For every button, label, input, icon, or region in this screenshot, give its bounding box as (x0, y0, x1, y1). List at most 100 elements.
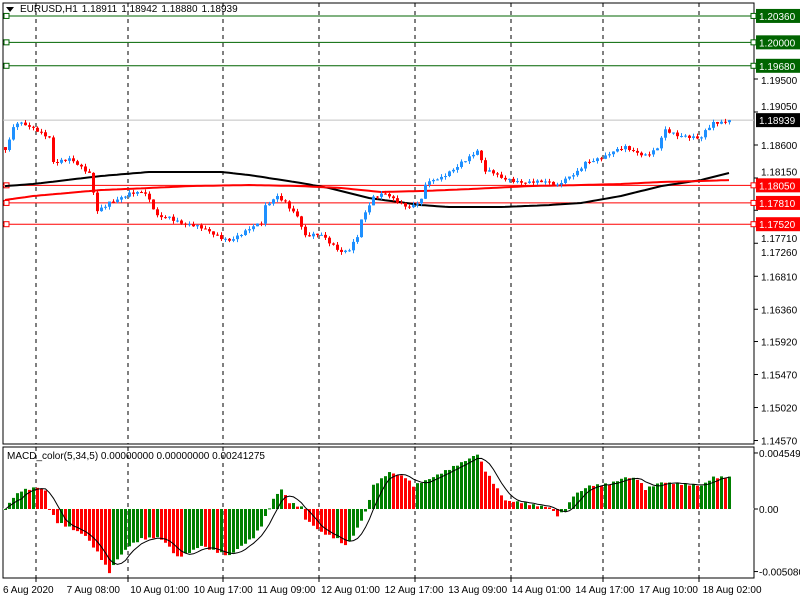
time-axis-label: 12 Aug 01:00 (321, 585, 380, 596)
bear-candle (548, 181, 551, 183)
dropdown-triangle-icon[interactable] (6, 7, 14, 12)
macd-bar-down (608, 484, 611, 509)
bull-candle (20, 122, 23, 124)
bull-candle (100, 207, 103, 212)
bull-candle (236, 235, 239, 240)
macd-bar-down (544, 506, 547, 509)
macd-bar-down (508, 500, 511, 509)
macd-bar-up (456, 465, 459, 509)
bear-candle (400, 202, 403, 204)
macd-bar-up (276, 493, 279, 509)
bear-candle (540, 180, 543, 183)
bear-candle (96, 192, 99, 212)
macd-histogram (4, 454, 731, 574)
price-axis-label: 1.16360 (761, 305, 798, 316)
macd-bar-down (396, 475, 399, 509)
bull-candle (416, 203, 419, 205)
macd-bar-down (96, 509, 99, 552)
macd-bar-up (584, 488, 587, 509)
macd-signal-line (5, 457, 730, 565)
level-price-label: 1.18050 (759, 181, 796, 192)
bull-candle (560, 183, 563, 185)
bear-candle (172, 216, 175, 221)
price-axis-label: 1.17260 (761, 248, 798, 259)
bear-candle (132, 192, 135, 194)
level-price-label: 1.19680 (759, 62, 796, 73)
bear-candle (80, 164, 83, 167)
bull-candle (660, 137, 663, 149)
macd-bar-up (632, 477, 635, 509)
macd-bar-up (712, 476, 715, 509)
bear-candle (404, 202, 407, 207)
level-price-badge (756, 217, 800, 232)
level-handle-right (750, 221, 757, 228)
bull-candle (344, 250, 347, 252)
bull-candle (536, 180, 539, 183)
price-axis-label: 1.15920 (761, 338, 798, 349)
macd-bar-up (200, 509, 203, 546)
bear-candle (52, 137, 55, 162)
macd-bar-down (716, 478, 719, 509)
bull-candle (612, 151, 615, 155)
macd-bar-down (76, 509, 79, 532)
macd-bar-up (604, 483, 607, 509)
bull-candle (8, 139, 11, 150)
ohlc-low: 1.18880 (161, 4, 198, 15)
moving-average-red (4, 179, 730, 201)
macd-bar-down (316, 509, 319, 530)
bear-candle (92, 172, 95, 193)
bull-candle (264, 205, 267, 224)
macd-bar-up (376, 483, 379, 509)
candles (4, 118, 731, 255)
macd-bar-up (460, 462, 463, 509)
macd-axis-label: 0.00 (759, 505, 779, 516)
bear-candle (76, 161, 79, 165)
bull-candle (576, 170, 579, 176)
bull-candle (656, 148, 659, 151)
bull-candle (424, 184, 427, 199)
bear-candle (24, 122, 27, 126)
bull-candle (708, 127, 711, 131)
macd-bar-up (440, 473, 443, 509)
bear-candle (48, 136, 51, 138)
time-axis-label: 12 Aug 17:00 (385, 585, 444, 596)
bull-candle (12, 127, 15, 140)
bull-candle (692, 136, 695, 138)
macd-bar-up (612, 481, 615, 509)
macd-bar-up (272, 498, 275, 509)
bear-candle (296, 211, 299, 217)
bear-candle (504, 177, 507, 180)
macd-bar-down (548, 507, 551, 509)
macd-bar-up (424, 480, 427, 509)
macd-bar-up (652, 486, 655, 509)
macd-bar-down (312, 509, 315, 526)
macd-bar-up (708, 480, 711, 509)
bull-candle (248, 229, 251, 231)
bull-candle (420, 198, 423, 204)
time-axis-label: 13 Aug 09:00 (448, 585, 507, 596)
macd-bar-down (308, 509, 311, 522)
bear-candle (408, 206, 411, 208)
bull-candle (380, 193, 383, 197)
bull-candle (276, 195, 279, 200)
macd-bar-up (388, 472, 391, 509)
macd-bar-down (108, 509, 111, 574)
macd-bar-down (592, 485, 595, 509)
bear-candle (628, 146, 631, 151)
bull-candle (472, 154, 475, 157)
macd-bar-down (56, 509, 59, 524)
macd-bar-down (628, 478, 631, 509)
bull-candle (684, 135, 687, 137)
bear-candle (304, 226, 307, 236)
macd-bar-up (236, 509, 239, 550)
macd-bar-up (252, 509, 255, 539)
bear-candle (512, 178, 515, 183)
level-price-label: 1.17520 (759, 220, 796, 231)
macd-bar-down (324, 509, 327, 535)
bull-candle (448, 171, 451, 177)
macd-bar-up (444, 470, 447, 509)
chart-header: EURUSD,H1 1.18911 1.18942 1.18880 1.1893… (6, 4, 238, 15)
bull-candle (128, 192, 131, 197)
macd-bar-up (188, 509, 191, 554)
